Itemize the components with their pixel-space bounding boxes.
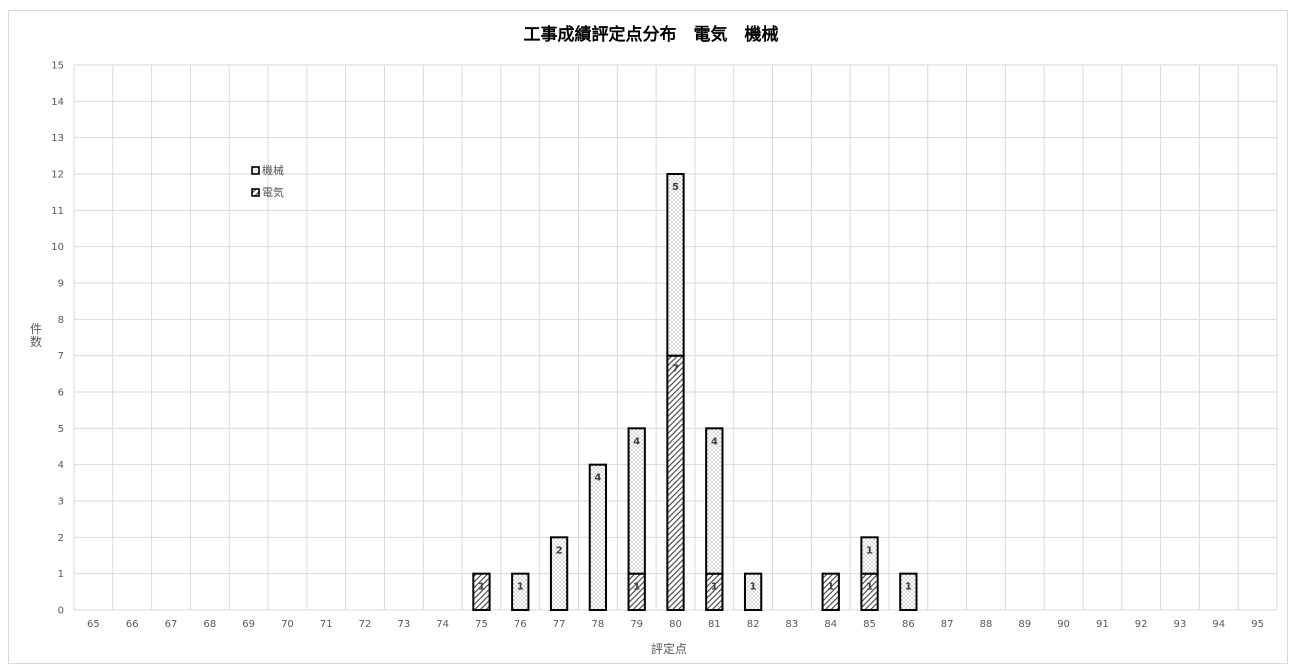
x-axis-title: 評定点 bbox=[651, 641, 687, 656]
x-tick-label: 88 bbox=[980, 619, 993, 630]
bar-segment bbox=[666, 354, 685, 611]
x-tick-label: 87 bbox=[941, 619, 954, 630]
bar-segment bbox=[549, 536, 569, 611]
y-tick-label: 13 bbox=[51, 133, 64, 144]
x-tick-label: 69 bbox=[242, 619, 255, 630]
x-tick-label: 77 bbox=[553, 619, 566, 630]
y-tick-label: 6 bbox=[58, 388, 64, 399]
y-axis-title-char: 件 bbox=[30, 322, 42, 336]
y-tick-label: 0 bbox=[58, 606, 64, 617]
data-label: 1 bbox=[866, 545, 873, 556]
x-tick-label: 68 bbox=[203, 619, 216, 630]
y-tick-label: 10 bbox=[51, 242, 64, 253]
bar-series bbox=[472, 173, 918, 612]
bar-segment bbox=[705, 427, 724, 575]
data-label: 4 bbox=[594, 473, 601, 484]
x-tick-label: 91 bbox=[1096, 619, 1109, 630]
x-tick-label: 80 bbox=[669, 619, 682, 630]
data-label: 1 bbox=[517, 582, 524, 593]
x-tick-label: 81 bbox=[708, 619, 721, 630]
y-tick-label: 2 bbox=[58, 533, 64, 544]
bar-segment bbox=[472, 572, 491, 612]
data-label: 1 bbox=[866, 582, 873, 593]
x-tick-label: 76 bbox=[514, 619, 527, 630]
x-tick-label: 82 bbox=[747, 619, 760, 630]
legend-swatch bbox=[251, 188, 260, 197]
data-label: 4 bbox=[633, 436, 640, 447]
chart-area: 工事成績評定点分布 電気 機械 0 1 2 3 4 5 6 7 8 9 10 11 12 13 14 15 6… bbox=[8, 10, 1288, 664]
x-tick-label: 84 bbox=[824, 619, 837, 630]
x-tick-label: 86 bbox=[902, 619, 915, 630]
x-tick-label: 85 bbox=[863, 619, 876, 630]
legend-swatch bbox=[251, 166, 260, 175]
x-tick-label: 92 bbox=[1135, 619, 1148, 630]
chart-title: 工事成績評定点分布 電気 機械 bbox=[524, 24, 779, 45]
x-tick-label: 74 bbox=[436, 619, 449, 630]
y-axis-title-char: 数 bbox=[30, 334, 42, 349]
x-tick-label: 75 bbox=[475, 619, 488, 630]
data-labels: 1 1 2 4 1 4 7 5 1 4 1 1 1 1 1 bbox=[478, 182, 912, 593]
x-tick-label: 72 bbox=[359, 619, 372, 630]
data-label: 7 bbox=[672, 364, 679, 375]
data-label: 1 bbox=[750, 582, 757, 593]
data-label: 1 bbox=[827, 582, 834, 593]
legend-label: 機械 bbox=[262, 163, 284, 177]
y-tick-label: 12 bbox=[51, 170, 64, 181]
bar-segment bbox=[743, 572, 763, 612]
bar-segment bbox=[511, 572, 530, 612]
x-axis-ticks: 65 66 67 68 69 70 71 72 73 74 75 76 77 78 79 80 81 82 83 84… bbox=[87, 619, 1264, 630]
x-tick-label: 90 bbox=[1057, 619, 1070, 630]
x-tick-label: 78 bbox=[592, 619, 605, 630]
y-tick-label: 9 bbox=[58, 279, 64, 290]
data-label: 1 bbox=[905, 582, 912, 593]
x-tick-label: 95 bbox=[1251, 619, 1264, 630]
bar-segment bbox=[821, 572, 840, 612]
bar-segment bbox=[588, 463, 608, 611]
data-label: 5 bbox=[672, 182, 679, 193]
bar-segment bbox=[627, 427, 646, 575]
y-tick-label: 8 bbox=[58, 315, 64, 326]
legend-label: 電気 bbox=[262, 185, 284, 199]
y-tick-label: 7 bbox=[58, 351, 64, 362]
x-tick-label: 93 bbox=[1174, 619, 1187, 630]
x-tick-label: 89 bbox=[1018, 619, 1031, 630]
x-tick-label: 65 bbox=[87, 619, 100, 630]
y-tick-label: 15 bbox=[51, 61, 64, 72]
data-label: 1 bbox=[633, 582, 640, 593]
x-tick-label: 67 bbox=[165, 619, 178, 630]
data-label: 1 bbox=[478, 582, 485, 593]
x-tick-label: 66 bbox=[126, 619, 139, 630]
y-tick-label: 5 bbox=[58, 424, 64, 435]
y-axis-title: 件数 bbox=[30, 322, 42, 349]
bar-segment bbox=[860, 536, 879, 575]
data-label: 4 bbox=[711, 436, 718, 447]
y-tick-label: 4 bbox=[58, 460, 64, 471]
y-tick-label: 3 bbox=[58, 497, 64, 508]
data-label: 1 bbox=[711, 582, 718, 593]
x-tick-label: 79 bbox=[630, 619, 643, 630]
bar-segment bbox=[666, 173, 685, 357]
y-tick-label: 14 bbox=[51, 97, 64, 108]
x-tick-label: 71 bbox=[320, 619, 333, 630]
data-label: 2 bbox=[556, 545, 563, 556]
x-tick-label: 70 bbox=[281, 619, 294, 630]
y-tick-label: 1 bbox=[58, 569, 64, 580]
x-tick-label: 83 bbox=[786, 619, 799, 630]
x-tick-label: 73 bbox=[397, 619, 410, 630]
y-tick-label: 11 bbox=[51, 206, 64, 217]
x-tick-label: 94 bbox=[1212, 619, 1225, 630]
bar-segment bbox=[899, 572, 918, 612]
